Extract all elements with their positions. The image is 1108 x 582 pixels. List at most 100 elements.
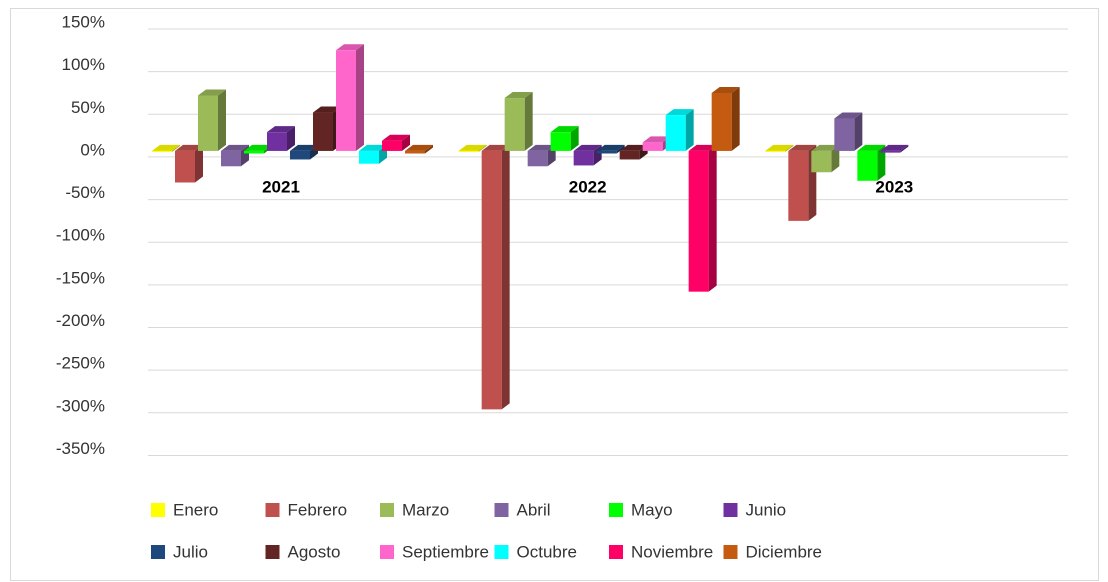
- legend-label: Enero: [173, 500, 218, 519]
- bar-side: [831, 144, 840, 173]
- bar: [458, 150, 479, 152]
- y-tick-label: -100%: [56, 226, 105, 245]
- bar-top: [313, 106, 341, 113]
- legend-label: Febrero: [288, 500, 348, 519]
- bar-top: [527, 144, 556, 151]
- bar: [405, 150, 425, 154]
- bar-top: [688, 144, 717, 151]
- legend-label: Julio: [173, 542, 208, 561]
- bar: [596, 150, 617, 154]
- bar: [504, 98, 525, 151]
- bar-top: [175, 144, 203, 151]
- bar: [811, 150, 832, 173]
- legend-swatch: [609, 503, 623, 517]
- bar: [711, 92, 732, 151]
- bar-top: [382, 134, 410, 141]
- bar: [857, 150, 878, 181]
- bar-side: [685, 109, 694, 151]
- y-tick-label: 50%: [71, 98, 105, 117]
- bar-side: [478, 144, 487, 152]
- legend-swatch: [494, 545, 509, 559]
- legend-swatch: [723, 503, 738, 517]
- bar-side: [195, 144, 203, 183]
- bar-top: [152, 144, 180, 151]
- bar-top: [596, 144, 625, 151]
- bar-side: [356, 44, 364, 151]
- bar: [267, 132, 287, 151]
- bar: [382, 140, 402, 151]
- bar-top: [244, 144, 272, 151]
- y-tick-label: -250%: [56, 354, 105, 373]
- legend-label: Diciembre: [746, 542, 823, 561]
- bar: [527, 150, 548, 167]
- bar-top: [405, 144, 433, 151]
- bar-side: [402, 134, 410, 151]
- bar-top: [359, 144, 387, 151]
- bar: [221, 150, 241, 167]
- bar: [152, 150, 172, 152]
- bar-side: [287, 126, 295, 151]
- legend-label: Noviembre: [631, 542, 713, 561]
- bar-top: [550, 126, 579, 133]
- bar-top: [221, 144, 249, 151]
- legend-label: Agosto: [288, 542, 341, 561]
- legend-swatch: [494, 503, 509, 517]
- bar: [880, 150, 901, 153]
- legend-swatch: [265, 545, 280, 559]
- bar: [619, 150, 640, 160]
- y-tick-label: 150%: [62, 12, 105, 31]
- bar-side: [900, 144, 909, 153]
- x-tick-label: 2022: [569, 177, 607, 196]
- legend-swatch: [151, 503, 165, 517]
- bar-top: [880, 144, 909, 151]
- bar-side: [425, 144, 433, 154]
- bar-top: [788, 144, 817, 151]
- bar: [834, 118, 855, 151]
- bar-top: [481, 144, 510, 151]
- legend-label: Abril: [517, 500, 551, 519]
- bar: [765, 150, 786, 152]
- legend-swatch: [609, 545, 623, 559]
- bar-top: [711, 86, 740, 93]
- y-tick-label: -300%: [56, 396, 105, 415]
- bar: [313, 112, 333, 151]
- legend-swatch: [380, 545, 394, 559]
- legend-label: Junio: [746, 500, 787, 519]
- bar: [359, 150, 379, 164]
- bar-top: [504, 92, 533, 99]
- legend-label: Septiembre: [402, 542, 489, 561]
- bar-side: [172, 144, 180, 152]
- y-tick-label: -50%: [65, 183, 105, 202]
- y-tick-label: -150%: [56, 268, 105, 287]
- bar: [788, 150, 809, 221]
- bar-top: [665, 109, 694, 116]
- bar-top: [336, 44, 364, 51]
- bar: [688, 150, 709, 292]
- bar-side: [218, 89, 226, 151]
- bar-side: [785, 144, 794, 152]
- bar: [336, 50, 356, 151]
- y-tick-label: 100%: [62, 55, 105, 74]
- legend-label: Octubre: [517, 542, 577, 561]
- bar-side: [731, 86, 740, 151]
- bar-top: [198, 89, 226, 96]
- bar: [550, 132, 571, 151]
- bar-top: [458, 144, 487, 151]
- y-tick-label: 0%: [80, 140, 105, 159]
- bar: [290, 150, 310, 160]
- bar-top: [765, 144, 794, 151]
- bar: [642, 142, 663, 151]
- y-tick-label: -200%: [56, 311, 105, 330]
- legend-label: Marzo: [402, 500, 449, 519]
- legend-swatch: [265, 503, 280, 517]
- bar: [175, 150, 195, 183]
- bar-side: [524, 92, 533, 151]
- legend-swatch: [151, 545, 165, 559]
- bar: [198, 95, 218, 151]
- bar-top: [573, 144, 602, 151]
- bar: [573, 150, 594, 166]
- bar-top: [811, 144, 840, 151]
- bar-side: [854, 112, 863, 151]
- bar-side: [616, 144, 625, 154]
- chart-border: [10, 8, 1099, 581]
